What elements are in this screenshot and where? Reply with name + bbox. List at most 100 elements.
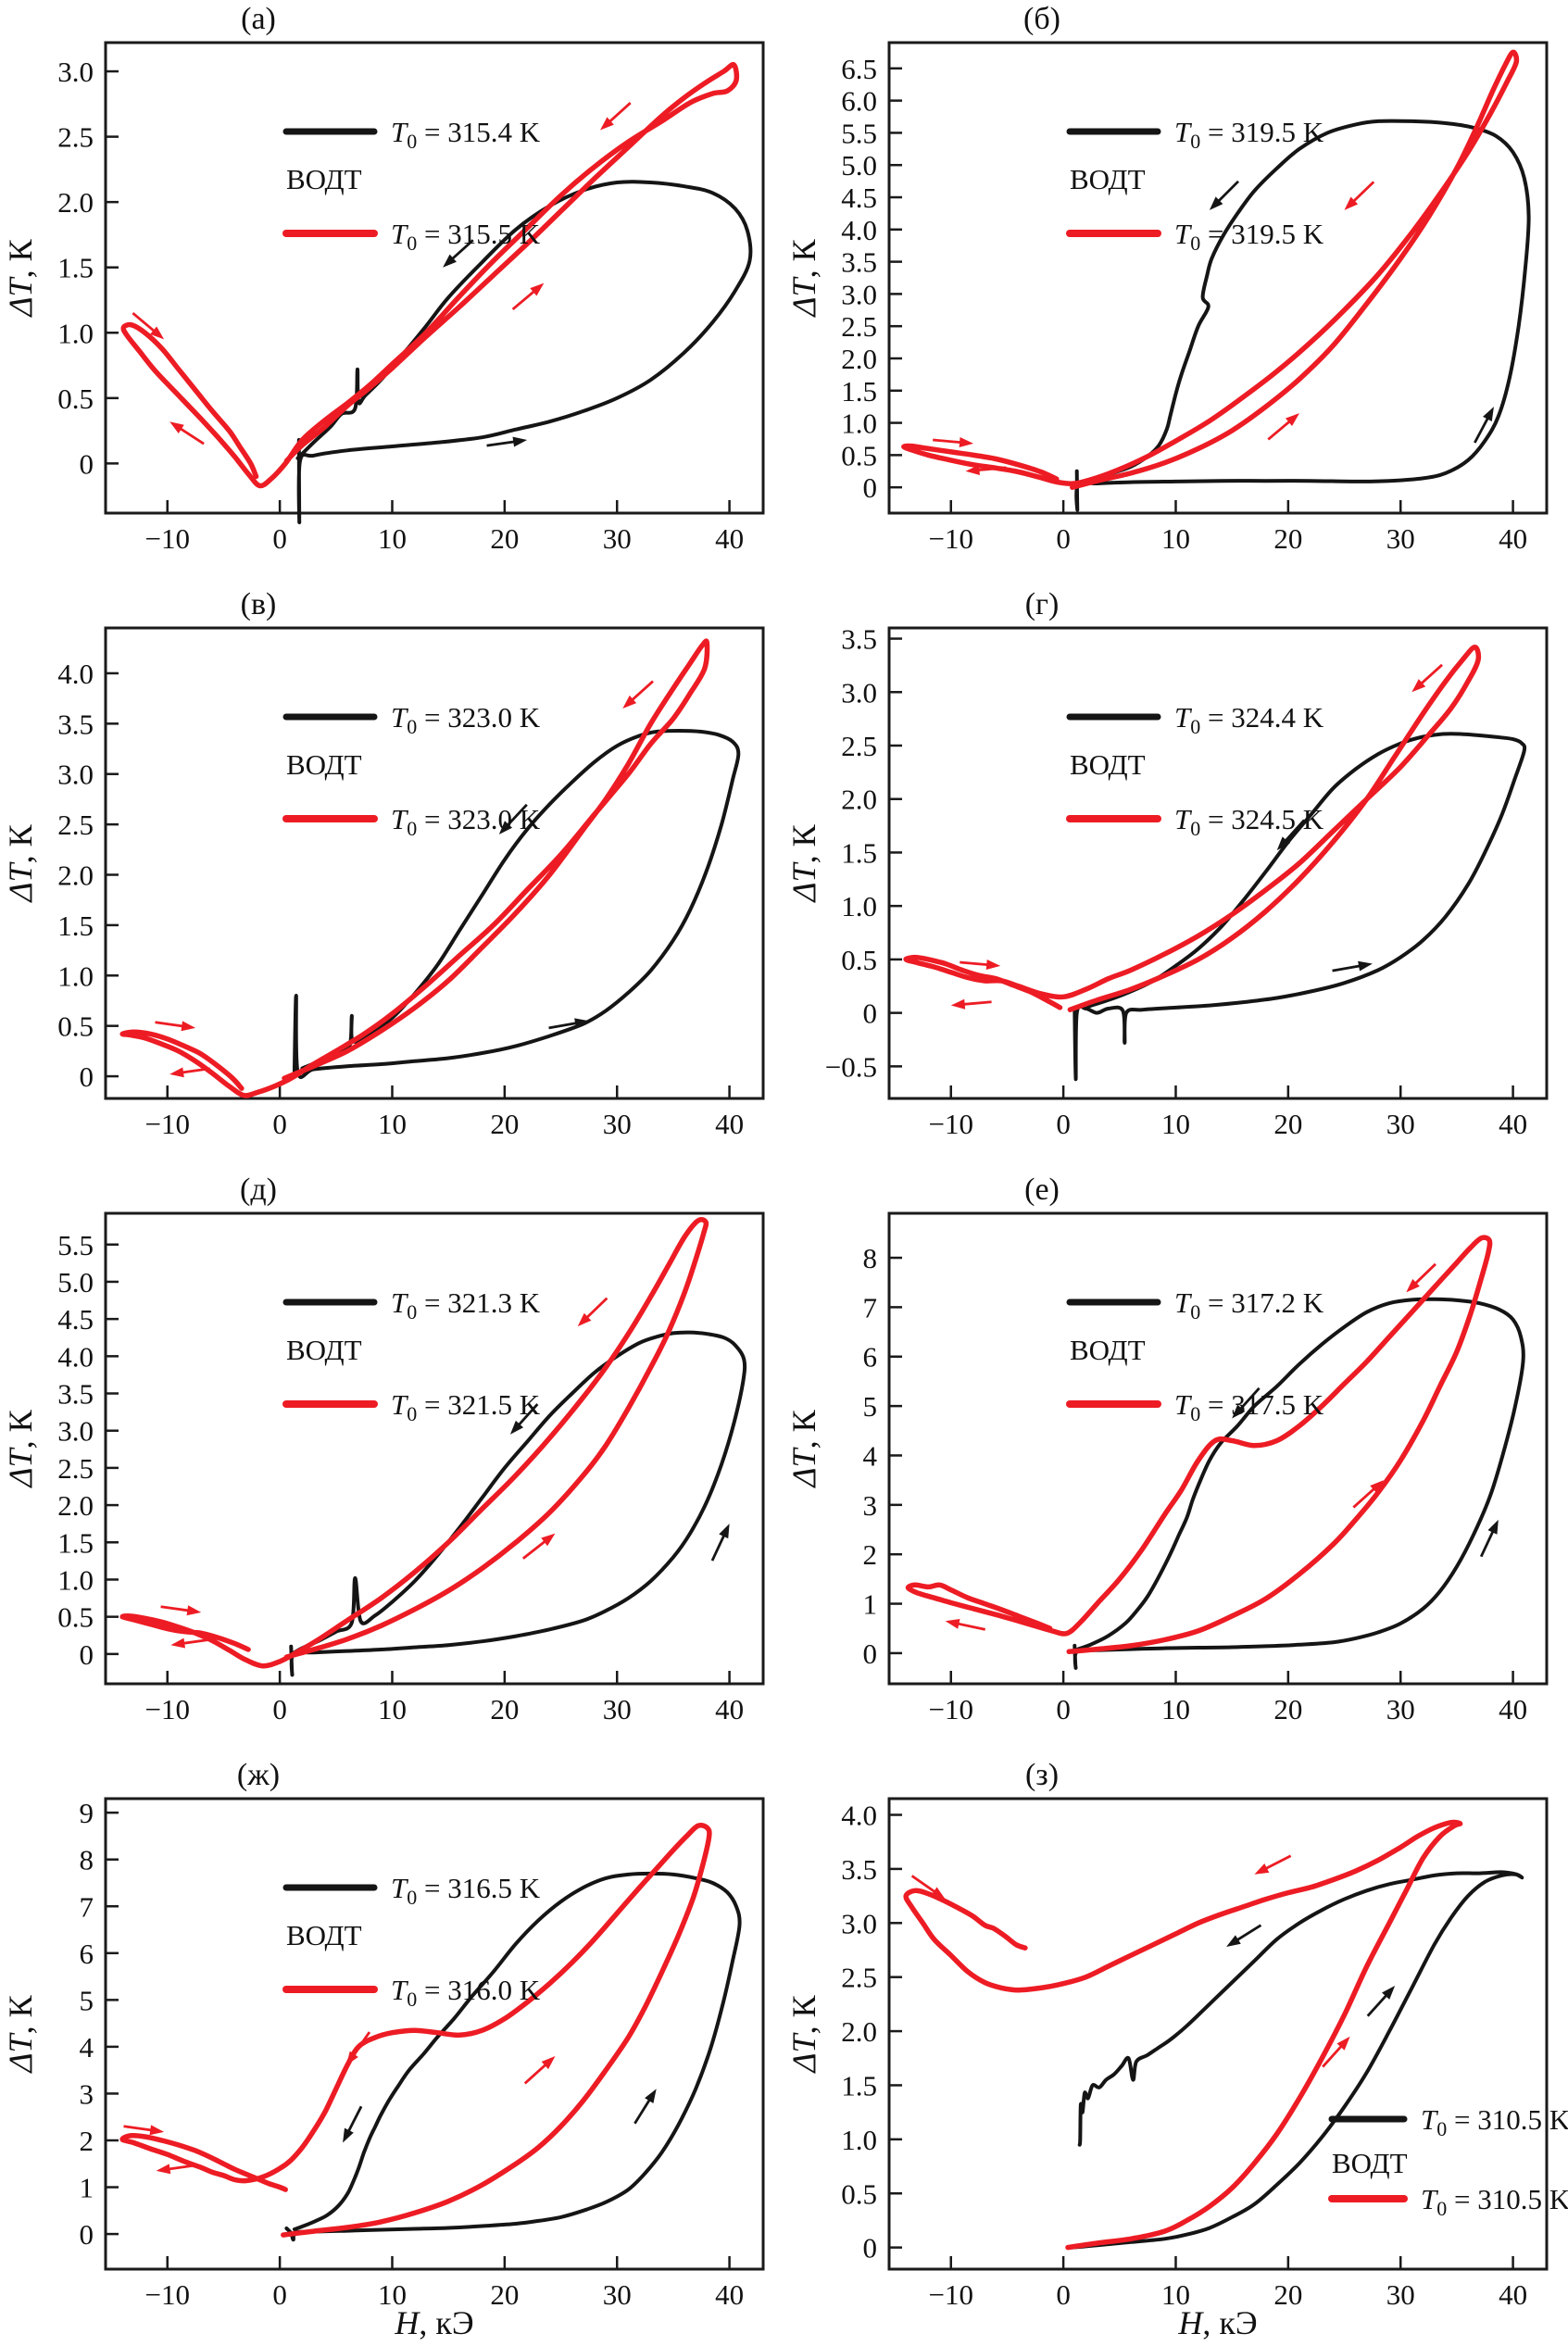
- arrow-shaft: [954, 1621, 986, 1631]
- legend-label-red: T0 = 319.5 K: [1174, 218, 1324, 255]
- curve-black: [295, 180, 753, 524]
- arrow-head-icon: [719, 1524, 730, 1539]
- arrow-shaft: [1322, 2042, 1345, 2068]
- legend-station-label: ВОДТ: [1332, 2147, 1408, 2179]
- x-tick-label: 30: [1386, 522, 1415, 555]
- y-tick-label: 1.0: [57, 960, 94, 992]
- legend-label-red: T0 = 324.5 K: [1174, 803, 1324, 840]
- arrow-head-icon: [622, 695, 637, 709]
- y-tick-label: 1.5: [841, 2069, 877, 2101]
- panel-title: (ж): [237, 1758, 280, 1792]
- x-tick-label: −10: [929, 1108, 973, 1140]
- arrow-head-icon: [530, 282, 545, 296]
- y-tick-label: 0.5: [57, 1601, 94, 1634]
- x-tick-label: 0: [1056, 2278, 1071, 2311]
- curve-red: [119, 1217, 709, 1669]
- legend-label-red: T0 = 323.0 K: [391, 803, 541, 840]
- legend: T0 = 319.5 K ВОДТ T0 = 319.5 K: [1066, 116, 1324, 255]
- subplot-г: (г) −10 0 10 20 30 40 −0.5 0 0.5 1.0 1.5 2.0 2.5 3.0 3.…: [784, 585, 1568, 1171]
- direction-arrow: [155, 1021, 196, 1032]
- arrow-head-icon: [1226, 1935, 1241, 1947]
- legend-label-red: T0 = 310.5 K: [1421, 2183, 1568, 2220]
- x-tick-label: 10: [1161, 522, 1190, 555]
- legend-label-black: T0 = 310.5 K: [1421, 2103, 1568, 2140]
- y-axis-label: ΔT, К: [2, 1409, 39, 1488]
- direction-arrow: [523, 2056, 556, 2085]
- y-tick-label: 6.0: [841, 85, 877, 118]
- arrow-shaft: [176, 425, 205, 445]
- arrow-head-icon: [150, 326, 165, 340]
- direction-arrow: [1276, 819, 1306, 851]
- arrow-head-icon: [186, 1605, 202, 1616]
- plot-box: [887, 626, 1549, 1100]
- y-tick-label: 2.0: [841, 784, 877, 816]
- subplot-б: (б) −10 0 10 20 30 40 0 0.5 1.0 1.5 2.0 2.5 3.0 3.5 4.0…: [784, 0, 1568, 585]
- y-tick-label: 1.0: [57, 1563, 94, 1596]
- arrow-head-icon: [443, 254, 457, 268]
- arrow-head-icon: [1254, 1863, 1270, 1875]
- y-tick-label: 5: [863, 1390, 878, 1423]
- arrow-head-icon: [1358, 960, 1373, 972]
- arrow-head-icon: [170, 1637, 186, 1649]
- y-tick-label: 0.5: [841, 439, 877, 471]
- curve-red: [903, 645, 1482, 1012]
- legend-label-black: T0 = 323.0 K: [391, 701, 541, 738]
- legend-label-black: T0 = 316.5 K: [391, 1872, 541, 1909]
- x-tick-label: 30: [603, 1108, 632, 1140]
- x-tick-label: −10: [145, 1693, 190, 1725]
- arrow-shaft: [1261, 1854, 1292, 1872]
- subplot-svg: (г) −10 0 10 20 30 40 −0.5 0 0.5 1.0 1.5 2.0 2.5 3.0 3.…: [785, 587, 1549, 1140]
- subplot-svg: (е) −10 0 10 20 30 40 0 1 2 3 4 5 6 7 8 ΔT, К T0 = 317.2 …: [785, 1173, 1549, 1725]
- subplot-з: (з) −10 0 10 20 30 40 0 0.5 1.0 1.5 2.0 2.5 3.0 3.5 4.0…: [784, 1756, 1568, 2341]
- arrow-head-icon: [541, 2056, 556, 2070]
- subplot-а: (а) −10 0 10 20 30 40 0 0.5 1.0 1.5 2.0 2.5 3.0 ΔT, К T…: [0, 0, 784, 585]
- y-tick-label: 3.5: [57, 708, 94, 740]
- y-tick-label: 3.0: [57, 1415, 94, 1448]
- y-tick-label: 1.0: [841, 408, 877, 440]
- x-tick-label: 0: [272, 1693, 287, 1725]
- direction-arrow: [170, 1637, 212, 1649]
- y-tick-label: 0.5: [841, 2177, 877, 2210]
- arrow-shaft: [910, 1875, 939, 1896]
- x-tick-label: 20: [1273, 1108, 1302, 1140]
- arrow-shaft: [486, 439, 519, 447]
- arrow-shaft: [515, 1403, 539, 1429]
- legend-label-red: T0 = 321.5 K: [391, 1388, 541, 1425]
- direction-arrow: [710, 1524, 730, 1562]
- plot-box: [104, 626, 765, 1100]
- plot-box: [104, 41, 765, 515]
- arrow-head-icon: [1406, 1279, 1420, 1293]
- y-tick-label: 1.5: [57, 910, 94, 942]
- legend-station-label: ВОДТ: [286, 1334, 362, 1366]
- panel-title: (г): [1025, 587, 1060, 621]
- curve-black: [284, 1871, 742, 2242]
- plot-box: [887, 1797, 1549, 2271]
- curve-red: [119, 1822, 712, 2238]
- legend-label-red: T0 = 316.0 K: [391, 1974, 541, 2011]
- y-tick-label: 2.0: [57, 859, 94, 892]
- subplot-svg: (а) −10 0 10 20 30 40 0 0.5 1.0 1.5 2.0 2.5 3.0 ΔT, К T…: [2, 2, 765, 555]
- y-tick-label: 0: [80, 1638, 94, 1671]
- legend-label-black: T0 = 315.4 K: [391, 116, 541, 153]
- direction-arrow: [123, 2125, 165, 2136]
- arrow-shaft: [1479, 1527, 1496, 1558]
- direction-arrow: [169, 1067, 210, 1078]
- arrow-shaft: [1282, 819, 1306, 845]
- arrow-head-icon: [574, 1018, 589, 1029]
- y-tick-label: 2.5: [841, 1962, 877, 1994]
- curve-red: [901, 49, 1520, 490]
- subplot-е: (е) −10 0 10 20 30 40 0 1 2 3 4 5 6 7 8 ΔT, К T0 = 317.2 …: [784, 1171, 1568, 1756]
- panel-title: (е): [1024, 1173, 1060, 1207]
- x-tick-label: 30: [1386, 1693, 1415, 1725]
- x-tick-label: 20: [1273, 522, 1302, 555]
- y-tick-label: 2: [863, 1538, 878, 1571]
- plot-box: [887, 41, 1549, 515]
- panel-title: (з): [1025, 1758, 1059, 1792]
- curve-red: [119, 638, 710, 1098]
- arrow-head-icon: [498, 821, 513, 834]
- direction-arrow: [1232, 1386, 1261, 1419]
- y-tick-label: 2.5: [841, 730, 877, 762]
- direction-arrow: [577, 1297, 608, 1327]
- arrow-head-icon: [985, 960, 1001, 971]
